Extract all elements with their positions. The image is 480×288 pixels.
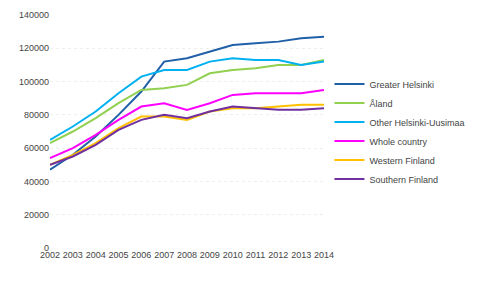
svg-text:Greater Helsinki: Greater Helsinki [369, 80, 434, 90]
svg-text:2012: 2012 [268, 250, 288, 260]
svg-text:Southern Finland: Southern Finland [369, 175, 438, 185]
svg-text:40000: 40000 [24, 177, 49, 187]
svg-text:100000: 100000 [19, 77, 49, 87]
svg-text:2011: 2011 [246, 250, 265, 260]
svg-text:Whole country: Whole country [369, 137, 427, 147]
svg-text:20000: 20000 [24, 210, 49, 220]
svg-text:Other Helsinki-Uusimaa: Other Helsinki-Uusimaa [369, 118, 464, 128]
svg-text:2005: 2005 [108, 250, 128, 260]
svg-text:2014: 2014 [314, 250, 334, 260]
svg-text:140000: 140000 [19, 10, 49, 20]
svg-text:0: 0 [44, 243, 49, 253]
svg-text:80000: 80000 [24, 110, 49, 120]
svg-text:2004: 2004 [86, 250, 106, 260]
svg-text:2002: 2002 [40, 250, 60, 260]
svg-text:2003: 2003 [63, 250, 83, 260]
svg-text:2010: 2010 [223, 250, 243, 260]
svg-text:Åland: Åland [369, 99, 392, 109]
svg-text:60000: 60000 [24, 143, 49, 153]
svg-text:Western Finland: Western Finland [369, 156, 434, 166]
svg-text:2006: 2006 [131, 250, 151, 260]
svg-text:2013: 2013 [291, 250, 311, 260]
svg-text:2009: 2009 [200, 250, 220, 260]
svg-text:2008: 2008 [177, 250, 197, 260]
svg-text:2007: 2007 [154, 250, 174, 260]
svg-text:120000: 120000 [19, 43, 49, 53]
